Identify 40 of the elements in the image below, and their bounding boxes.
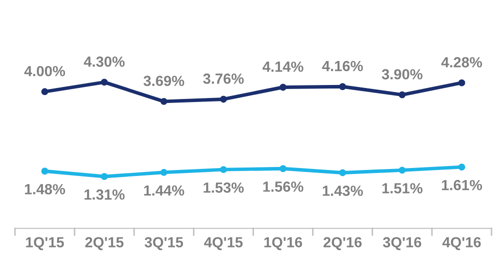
data-label: 4.00% bbox=[24, 66, 66, 76]
data-label: 4.30% bbox=[84, 56, 125, 67]
data-label: 4.28% bbox=[441, 57, 482, 68]
x-tick-label: 3Q'15 bbox=[144, 237, 184, 250]
point bbox=[160, 168, 168, 176]
point bbox=[458, 79, 466, 86]
x-tick-label: 1Q'15 bbox=[26, 237, 64, 250]
data-label: 1.53% bbox=[204, 182, 244, 193]
data-label: 3.90% bbox=[382, 69, 422, 80]
data-label: 1.56% bbox=[263, 182, 304, 192]
x-tick-label: 4Q'15 bbox=[204, 237, 243, 250]
data-label: 4.14% bbox=[262, 62, 304, 72]
point bbox=[100, 173, 108, 180]
point bbox=[100, 78, 108, 86]
point bbox=[339, 83, 346, 90]
point bbox=[458, 164, 466, 171]
point bbox=[41, 168, 48, 175]
x-tick-label: 2Q'16 bbox=[324, 237, 362, 250]
data-label: 1.48% bbox=[25, 184, 66, 194]
point bbox=[280, 165, 286, 172]
x-tick-label: 2Q'15 bbox=[85, 237, 124, 250]
point bbox=[339, 169, 346, 176]
x-tick-label: 3Q'16 bbox=[382, 237, 422, 250]
x-tick-label: 1Q'16 bbox=[264, 237, 302, 250]
data-label: 1.61% bbox=[442, 180, 482, 190]
data-label: 1.31% bbox=[84, 189, 125, 200]
data-label: 1.51% bbox=[382, 183, 422, 194]
data-label: 4.16% bbox=[322, 60, 363, 72]
data-label: 3.69% bbox=[144, 76, 184, 86]
point bbox=[398, 91, 406, 98]
data-label: 1.44% bbox=[144, 185, 184, 196]
data-label: 3.76% bbox=[203, 74, 244, 84]
data-label: 1.43% bbox=[322, 186, 363, 196]
point bbox=[220, 96, 227, 103]
x-tick-label: 4Q'16 bbox=[442, 237, 481, 250]
point bbox=[220, 166, 227, 174]
point bbox=[398, 166, 406, 174]
point bbox=[41, 88, 48, 96]
point bbox=[280, 84, 286, 91]
point bbox=[160, 98, 168, 105]
